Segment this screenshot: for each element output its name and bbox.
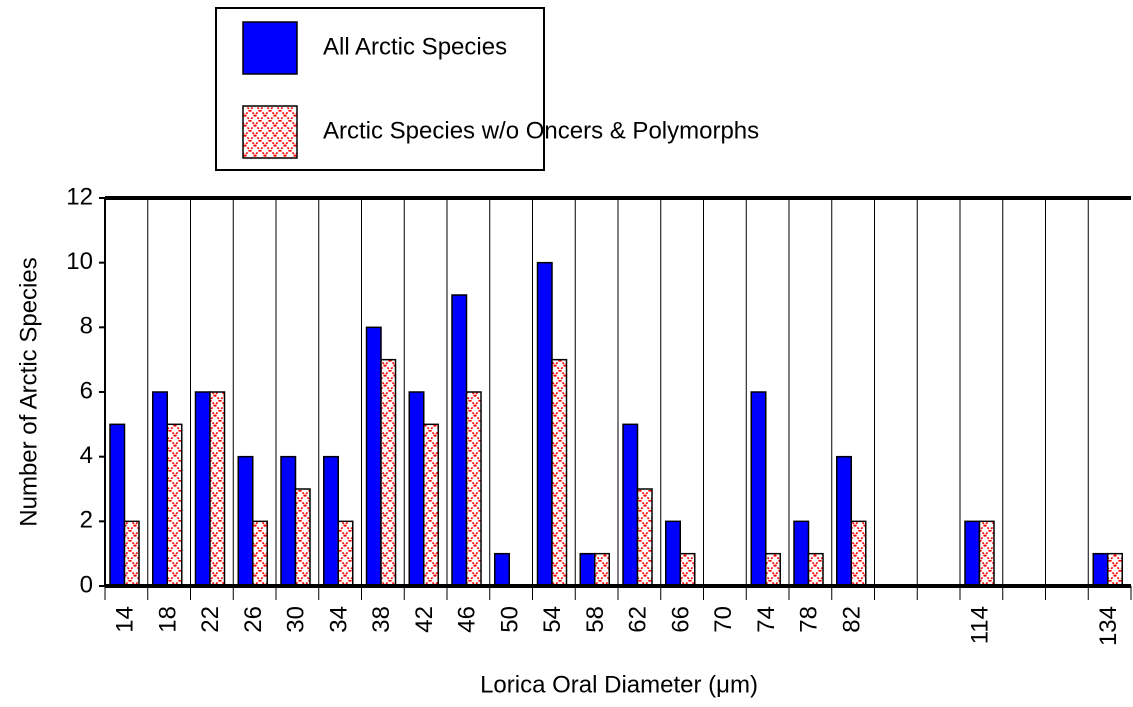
bar xyxy=(209,391,226,587)
bar xyxy=(252,520,268,587)
bar xyxy=(579,552,596,587)
y-tick-label: 8 xyxy=(80,313,93,340)
bar xyxy=(978,520,995,587)
bar xyxy=(765,552,781,587)
bar xyxy=(1092,552,1109,587)
x-tick-label: 70 xyxy=(710,606,737,633)
x-tick-label: 74 xyxy=(753,606,780,633)
bar xyxy=(1107,552,1123,587)
y-tick-label: 4 xyxy=(80,442,93,469)
bar xyxy=(109,423,126,587)
legend-swatch xyxy=(242,21,298,75)
bar xyxy=(323,455,339,587)
bar xyxy=(408,391,425,587)
bar xyxy=(964,520,981,587)
bar xyxy=(152,391,168,587)
bar xyxy=(594,552,610,587)
legend-label: Arctic Species w/o Oncers & Polymorphs xyxy=(323,117,759,144)
bar xyxy=(123,520,140,587)
bar xyxy=(836,455,852,587)
bar xyxy=(793,520,810,587)
x-tick-label: 114 xyxy=(967,606,994,644)
bar xyxy=(551,358,568,587)
x-tick-label: 22 xyxy=(197,606,224,633)
bar xyxy=(194,391,211,587)
y-tick-label: 12 xyxy=(66,183,93,210)
x-tick-label: 66 xyxy=(667,606,694,633)
bar xyxy=(679,552,696,587)
bar xyxy=(166,423,183,587)
legend-label: All Arctic Species xyxy=(323,33,507,60)
x-tick-label: 26 xyxy=(240,606,267,633)
bar xyxy=(237,455,254,587)
bar xyxy=(380,358,397,587)
bar xyxy=(465,391,482,587)
bar xyxy=(850,520,867,587)
bar xyxy=(365,326,382,587)
bar xyxy=(665,520,681,587)
x-tick-label: 78 xyxy=(796,606,823,633)
x-tick-label: 18 xyxy=(154,606,181,633)
x-tick-label: 14 xyxy=(112,606,139,633)
x-tick-label: 134 xyxy=(1095,606,1122,646)
bar xyxy=(622,423,639,587)
x-tick-label: 38 xyxy=(368,606,395,633)
y-tick-label: 6 xyxy=(80,377,93,404)
x-tick-label: 58 xyxy=(582,606,609,633)
bar xyxy=(636,488,653,587)
x-tick-label: 46 xyxy=(454,606,481,633)
bar xyxy=(280,455,297,587)
y-axis-title: Number of Arctic Species xyxy=(15,257,42,526)
x-tick-label: 50 xyxy=(496,606,523,633)
bar xyxy=(494,552,510,587)
y-tick-label: 10 xyxy=(66,248,93,275)
x-tick-label: 34 xyxy=(325,606,352,633)
bar xyxy=(451,294,468,587)
bar xyxy=(750,391,767,587)
x-tick-label: 62 xyxy=(625,606,652,633)
bar xyxy=(294,488,311,587)
y-tick-label: 2 xyxy=(80,507,93,534)
y-tick-label: 0 xyxy=(80,571,93,598)
x-tick-label: 82 xyxy=(838,606,865,633)
legend-swatch xyxy=(242,105,298,159)
bar xyxy=(807,552,824,587)
x-tick-label: 42 xyxy=(411,606,438,633)
bar xyxy=(536,261,553,587)
x-tick-label: 30 xyxy=(283,606,310,633)
x-tick-label: 54 xyxy=(539,606,566,633)
x-axis-title: Lorica Oral Diameter (μm) xyxy=(480,671,758,698)
bar xyxy=(337,520,354,587)
bar xyxy=(423,423,439,587)
